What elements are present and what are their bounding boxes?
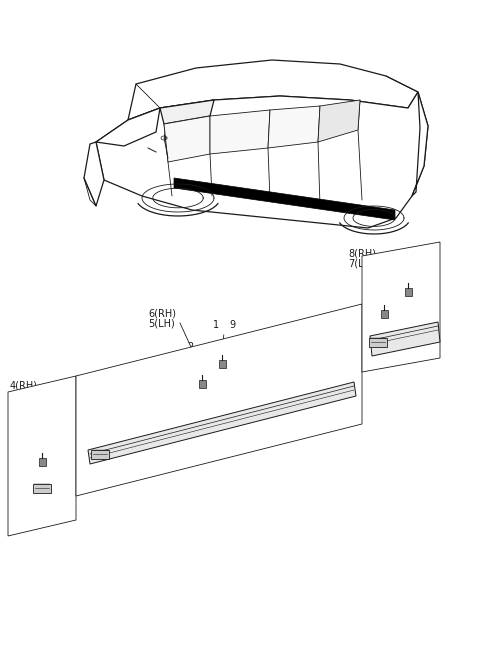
- Polygon shape: [164, 116, 210, 162]
- Text: 9: 9: [413, 250, 419, 260]
- Text: 1: 1: [29, 428, 35, 438]
- Polygon shape: [199, 380, 205, 388]
- Polygon shape: [96, 92, 428, 228]
- Text: 9: 9: [229, 320, 235, 330]
- Polygon shape: [84, 142, 104, 206]
- Text: 5(LH): 5(LH): [148, 318, 175, 328]
- Polygon shape: [33, 483, 51, 493]
- Polygon shape: [370, 322, 440, 356]
- Polygon shape: [218, 360, 226, 367]
- Text: 4(RH): 4(RH): [10, 380, 38, 390]
- Polygon shape: [381, 310, 387, 318]
- Polygon shape: [362, 242, 440, 372]
- Polygon shape: [38, 458, 46, 466]
- Polygon shape: [88, 382, 356, 464]
- Text: 2: 2: [371, 272, 377, 282]
- Text: 1: 1: [397, 250, 403, 260]
- Text: 1: 1: [213, 320, 219, 330]
- Text: 9: 9: [45, 428, 51, 438]
- Polygon shape: [174, 178, 395, 220]
- Polygon shape: [8, 376, 76, 536]
- Polygon shape: [128, 60, 418, 120]
- Text: 7(LH): 7(LH): [348, 258, 375, 268]
- Polygon shape: [160, 100, 214, 124]
- Polygon shape: [318, 100, 360, 142]
- Polygon shape: [76, 304, 362, 496]
- Text: 8(RH): 8(RH): [348, 248, 376, 258]
- Polygon shape: [369, 337, 387, 346]
- Polygon shape: [96, 108, 160, 146]
- Polygon shape: [91, 449, 109, 459]
- Polygon shape: [405, 288, 411, 296]
- Polygon shape: [268, 106, 320, 148]
- Text: 3(LH): 3(LH): [10, 390, 36, 400]
- Polygon shape: [210, 110, 270, 154]
- Text: 6(RH): 6(RH): [148, 308, 176, 318]
- Text: 2: 2: [187, 342, 193, 352]
- Polygon shape: [412, 92, 428, 196]
